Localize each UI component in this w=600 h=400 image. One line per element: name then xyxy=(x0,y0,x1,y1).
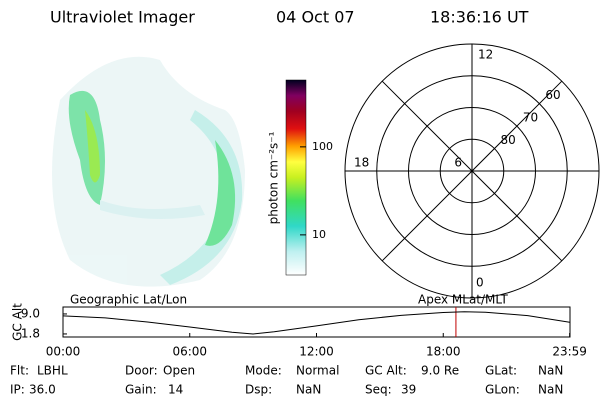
x-tick-label: 23:59 xyxy=(552,345,587,359)
date: 04 Oct 07 xyxy=(276,8,355,27)
info-value: NaN xyxy=(538,364,563,378)
info-label: Door: xyxy=(125,364,158,378)
colorbar-tick-label: 10 xyxy=(312,228,326,241)
info-value: LBHL xyxy=(37,364,68,378)
colorbar xyxy=(285,79,307,276)
info-label: Dsp: xyxy=(245,383,272,397)
info-label: GLon: xyxy=(485,383,520,397)
polar-ring xyxy=(408,107,536,235)
polar-ring-label: 60 xyxy=(545,88,560,102)
time: 18:36:16 UT xyxy=(430,8,529,27)
colorbar-tick-label: 100 xyxy=(312,140,333,153)
polar-spoke xyxy=(381,80,563,262)
x-tick-label: 00:00 xyxy=(46,345,81,359)
info-value: 36.0 xyxy=(29,383,56,397)
info-value: 39 xyxy=(401,383,416,397)
x-tick-label: 12:00 xyxy=(299,345,334,359)
polar-hour-label: 18 xyxy=(354,156,369,170)
info-value: NaN xyxy=(296,383,321,397)
timeline-title-left: Geographic Lat/Lon xyxy=(70,293,187,307)
info-label: Flt: xyxy=(10,364,29,378)
y-tick-label: 1.8 xyxy=(21,326,40,340)
colorbar-label: photon cm⁻²s⁻¹ xyxy=(267,131,281,224)
polar-ring-label: 70 xyxy=(523,111,538,125)
timeline-title-right: Apex MLat/MLT xyxy=(418,293,508,307)
info-value: NaN xyxy=(538,383,563,397)
auroral-image xyxy=(52,56,245,287)
info-label: Seq: xyxy=(365,383,392,397)
info-label: Mode: xyxy=(245,364,282,378)
info-label: GC Alt: xyxy=(365,364,407,378)
info-value: Open xyxy=(163,364,195,378)
y-axis-label: GC Alt xyxy=(11,303,25,341)
title: Ultraviolet Imager xyxy=(50,8,195,27)
polar-ring xyxy=(439,138,505,204)
polar-hour-label: 6 xyxy=(454,156,462,170)
polar-hour-label: 12 xyxy=(478,48,493,62)
x-tick-label: 18:00 xyxy=(426,345,461,359)
altitude-line xyxy=(62,311,570,335)
polar-hour-label: 0 xyxy=(476,276,484,290)
info-label: GLat: xyxy=(485,364,517,378)
y-tick-label: 9.0 xyxy=(21,306,40,320)
polar-ring xyxy=(376,75,568,267)
polar-ring-label: 80 xyxy=(500,133,515,147)
info-value: 9.0 Re xyxy=(421,364,459,378)
info-label: Gain: xyxy=(125,383,157,397)
x-tick-label: 06:00 xyxy=(172,345,207,359)
info-value: Normal xyxy=(296,364,339,378)
info-value: 14 xyxy=(168,383,183,397)
info-label: IP: xyxy=(10,383,25,397)
